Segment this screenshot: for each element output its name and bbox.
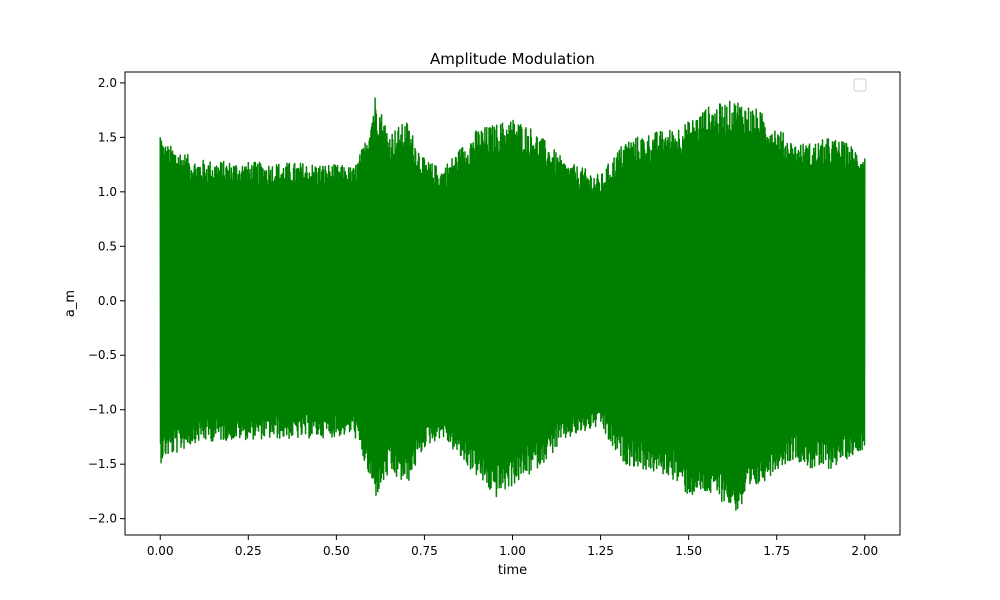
- x-tick-label: 0.25: [235, 544, 262, 558]
- x-tick-label: 0.00: [147, 544, 174, 558]
- y-axis-label: a_m: [63, 290, 78, 317]
- y-tick-label: −1.0: [88, 403, 117, 417]
- x-axis-ticks: 0.00 0.25 0.50 0.75 1.00 1.25 1.50 1.75 2.00: [147, 535, 878, 558]
- x-tick-label: 1.50: [675, 544, 702, 558]
- legend-box: [853, 78, 867, 92]
- y-tick-label: −0.5: [88, 348, 117, 362]
- chart-title: Amplitude Modulation: [430, 50, 595, 68]
- y-tick-label: 1.0: [98, 185, 117, 199]
- x-axis-label: time: [498, 563, 527, 578]
- series-layer: [159, 97, 866, 511]
- y-tick-label: 1.5: [98, 130, 117, 144]
- x-tick-label: 0.50: [323, 544, 350, 558]
- x-tick-label: 2.00: [851, 544, 878, 558]
- y-tick-label: 0.5: [98, 239, 117, 253]
- y-tick-label: −2.0: [88, 512, 117, 526]
- axes-frame: [124, 71, 901, 536]
- x-tick-label: 1.75: [763, 544, 790, 558]
- y-tick-label: 0.0: [98, 294, 117, 308]
- x-tick-label: 1.00: [499, 544, 526, 558]
- plot-area: [159, 97, 866, 511]
- y-tick-label: 2.0: [98, 76, 117, 90]
- series-line: [159, 97, 866, 511]
- y-tick-label: −1.5: [88, 457, 117, 471]
- x-tick-label: 0.75: [411, 544, 438, 558]
- x-tick-label: 1.25: [587, 544, 614, 558]
- y-axis-ticks: 2.0 1.5 1.0 0.5 0.0 −0.5 −1.0 −1.5 −2.0: [88, 76, 125, 526]
